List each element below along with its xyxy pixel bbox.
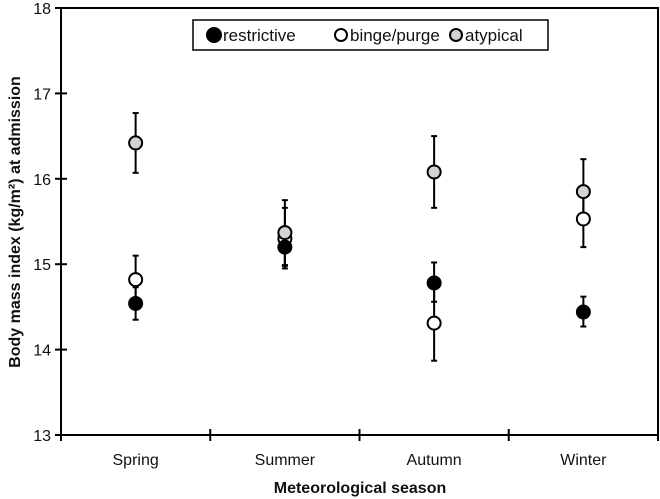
x-tick-label: Winter [560, 452, 607, 469]
y-tick-label: 18 [33, 1, 51, 18]
y-tick-label: 14 [33, 343, 51, 360]
data-series [128, 112, 591, 362]
y-tick-label: 17 [33, 86, 51, 103]
x-axis-ticks: Spring Summer Autumn Winter [60, 429, 659, 469]
data-point-restrictive [426, 275, 442, 291]
data-point-binge-purge [575, 211, 591, 227]
x-tick-label: Spring [113, 452, 159, 469]
data-point-binge-purge [426, 315, 442, 331]
data-point-restrictive [128, 295, 144, 311]
data-point-atypical [277, 225, 293, 241]
plot-frame [60, 7, 659, 436]
legend-marker-binge-purge-icon [334, 28, 348, 42]
x-tick-label: Autumn [407, 452, 462, 469]
legend: restrictive binge/purge atypical [192, 19, 549, 51]
y-axis-title-group: Body mass index (kg/m²) at admission [7, 76, 24, 368]
data-point-binge-purge [128, 272, 144, 288]
data-point-atypical [575, 184, 591, 200]
y-tick-label: 16 [33, 172, 51, 189]
y-tick-label: 15 [33, 257, 51, 274]
legend-label-atypical: atypical [465, 26, 523, 45]
legend-marker-restrictive-icon [206, 27, 222, 43]
legend-box [192, 19, 549, 51]
y-tick-label: 13 [33, 428, 51, 445]
data-point-atypical [128, 135, 144, 151]
data-point-atypical [426, 164, 442, 180]
y-axis-ticks: 13 14 15 16 17 18 [33, 1, 67, 445]
legend-marker-atypical-icon [449, 28, 463, 42]
data-point-restrictive [575, 304, 591, 320]
x-axis-title: Meteorological season [274, 480, 447, 497]
y-axis-title: Body mass index (kg/m²) at admission [7, 76, 24, 368]
data-point-restrictive [277, 239, 293, 255]
legend-label-restrictive: restrictive [223, 26, 296, 45]
legend-label-binge-purge: binge/purge [350, 26, 440, 45]
x-tick-label: Summer [255, 452, 316, 469]
